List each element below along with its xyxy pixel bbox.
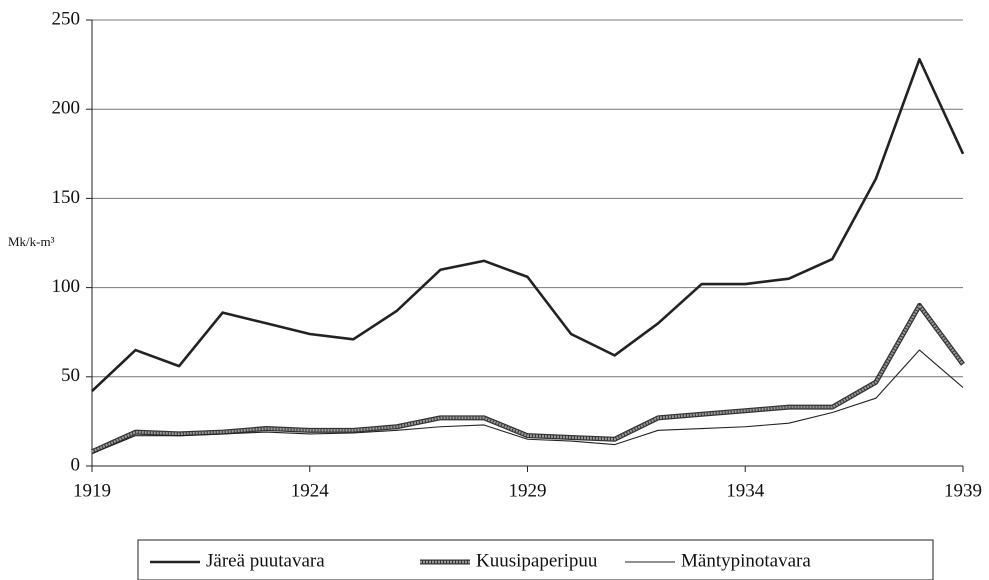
x-tick-label: 1924 bbox=[291, 480, 330, 501]
series-line bbox=[90, 302, 966, 455]
legend-label: Kuusipaperipuu bbox=[476, 550, 598, 571]
x-tick-label: 1919 bbox=[73, 480, 111, 501]
y-tick-label: 100 bbox=[52, 276, 81, 297]
series-line-fill bbox=[91, 304, 965, 453]
x-tick-label: 1939 bbox=[944, 480, 982, 501]
y-tick-label: 250 bbox=[52, 8, 81, 29]
legend-box bbox=[137, 539, 934, 580]
y-tick-label: 150 bbox=[52, 187, 81, 208]
x-tick-label: 1929 bbox=[509, 480, 547, 501]
series-line bbox=[91, 57, 965, 393]
y-axis-label: Mk/k-m³ bbox=[8, 234, 55, 249]
y-tick-label: 200 bbox=[52, 98, 81, 119]
series-line bbox=[91, 349, 964, 455]
y-tick-label: 0 bbox=[71, 454, 81, 475]
x-tick-label: 1934 bbox=[726, 480, 765, 501]
legend-label: Mäntypinotavara bbox=[681, 550, 811, 571]
y-tick-label: 50 bbox=[61, 365, 80, 386]
legend-label: Järeä puutavara bbox=[206, 550, 325, 571]
